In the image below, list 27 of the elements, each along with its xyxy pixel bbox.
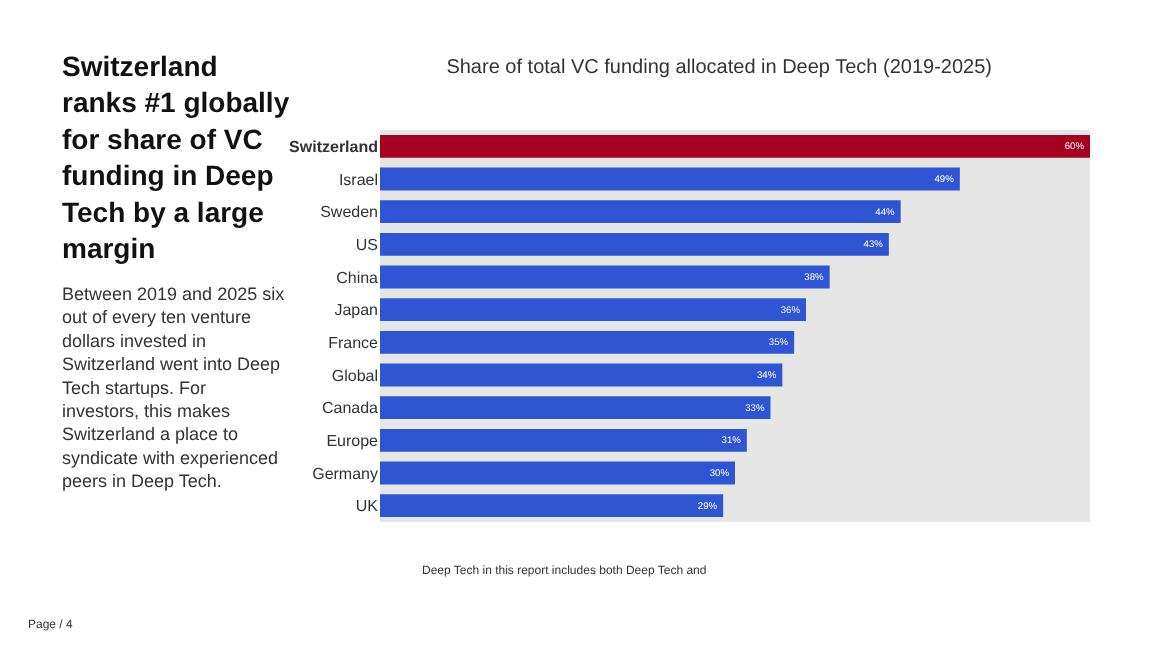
y-tick-label: US	[355, 235, 378, 254]
y-tick-label: Global	[331, 366, 379, 385]
chart-title: Share of total VC funding allocated in Deep Tech (2019-2025)	[446, 56, 992, 79]
bar	[380, 461, 735, 485]
bar	[380, 134, 1090, 158]
y-tick-label: France	[328, 333, 380, 352]
bar	[380, 232, 889, 256]
bar	[380, 494, 724, 518]
bar	[380, 298, 806, 322]
y-tick-label: Israel	[338, 170, 379, 189]
y-tick-label: Europe	[326, 431, 380, 450]
y-tick-label: UK	[355, 497, 380, 516]
y-tick-label: Switzerland	[289, 137, 379, 156]
bar	[380, 200, 901, 224]
bar	[380, 396, 771, 420]
y-tick-label: Sweden	[320, 203, 378, 222]
bar	[380, 330, 795, 354]
text: Between 2019 and 2025 six out of every ten venture dollars invested in Switzerland went into Deep Tech startups. For investors, this makes Switzerland a place to syndicate with experienced peers in Deep Tech.	[62, 284, 285, 492]
text: Switzerland ranks #1 globally for share of VC funding in Deep Tech by a large margin	[62, 50, 290, 264]
y-tick-label: Canada	[321, 399, 380, 418]
bar	[380, 363, 783, 387]
y-tick-label: Germany	[312, 464, 378, 483]
bar	[380, 428, 747, 452]
bar	[380, 265, 830, 289]
y-tick-label: China	[336, 268, 380, 287]
y-tick-label: Japan	[334, 301, 378, 320]
bar	[380, 167, 960, 191]
